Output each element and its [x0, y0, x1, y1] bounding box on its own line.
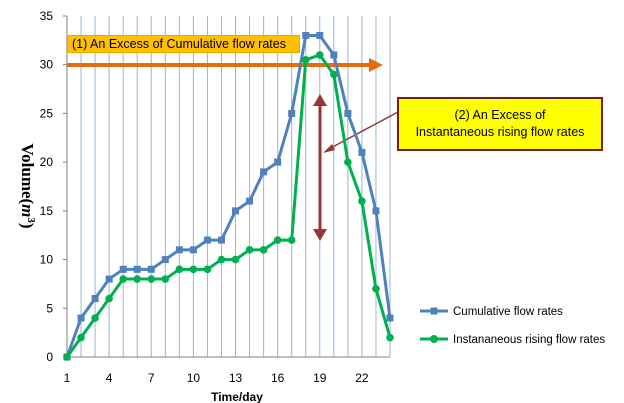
point-instantaneous-18: [301, 56, 310, 64]
vertical-gridlines: [80, 16, 391, 357]
point-instantaneous-14: [245, 246, 254, 254]
point-instantaneous-8: [161, 275, 170, 283]
point-instantaneous-11: [203, 265, 212, 274]
x-tick-label-1: 1: [64, 371, 71, 385]
callout-pointer-head: [323, 144, 335, 153]
point-instantaneous-23: [372, 285, 380, 293]
y-tick-label-20: 20: [40, 155, 54, 169]
point-cumulative-21: [344, 109, 352, 117]
x-tick-label-22: 22: [355, 371, 369, 385]
point-cumulative-24: [386, 314, 394, 322]
cumulative-excess-arrowhead: [369, 58, 383, 72]
point-cumulative-18: [302, 31, 310, 39]
point-instantaneous-6: [133, 275, 142, 283]
point-instantaneous-15: [259, 246, 268, 254]
point-instantaneous-12: [217, 255, 226, 264]
y-axis-title-unit: m: [18, 204, 37, 217]
point-instantaneous-22: [358, 197, 366, 205]
chart-axes: [63, 15, 390, 358]
double-arrow-bottom-head: [313, 229, 327, 241]
y-tick-label-15: 15: [40, 204, 54, 218]
point-cumulative-20: [330, 51, 338, 59]
point-cumulative-15: [260, 168, 268, 176]
callout-pointer-line: [326, 111, 399, 151]
y-tick-label-35: 35: [40, 9, 54, 23]
point-cumulative-17: [288, 109, 296, 117]
point-cumulative-6: [133, 265, 141, 273]
y-tick-label-25: 25: [40, 106, 54, 120]
cumulative-excess-label: (1) An Excess of Cumulative flow rates: [67, 35, 300, 53]
point-instantaneous-21: [344, 158, 352, 166]
y-axis-title-exponent: 3: [25, 217, 37, 223]
series-line-cumulative: [65, 33, 392, 358]
y-axis-title-close: ): [18, 223, 37, 229]
x-axis-title: Time/day: [211, 390, 263, 403]
x-tick-label-13: 13: [229, 371, 243, 385]
point-instantaneous-2: [77, 333, 85, 342]
legend: Cumulative flow rates Instananeous risin…: [420, 306, 605, 346]
x-tick-label-10: 10: [187, 371, 201, 385]
point-cumulative-16: [274, 158, 282, 166]
point-cumulative-12: [217, 236, 225, 244]
data-series: [63, 31, 394, 361]
point-instantaneous-13: [231, 255, 240, 264]
point-cumulative-5: [119, 265, 127, 273]
legend-label-instantaneous: Instananeous rising flow rates: [453, 334, 605, 346]
annotation-arrows: [67, 58, 399, 241]
point-cumulative-3: [91, 295, 99, 303]
point-cumulative-4: [105, 275, 113, 283]
point-instantaneous-10: [189, 265, 198, 274]
legend-label-cumulative: Cumulative flow rates: [453, 306, 563, 318]
point-cumulative-2: [77, 314, 85, 322]
point-cumulative-14: [246, 197, 254, 205]
legend-marker-instantaneous: [430, 335, 438, 343]
point-instantaneous-9: [175, 265, 184, 274]
point-instantaneous-5: [119, 275, 127, 283]
y-tick-label-5: 5: [46, 301, 53, 315]
point-instantaneous-19: [315, 51, 324, 59]
point-cumulative-8: [161, 256, 169, 264]
instantaneous-callout-line1: (2) An Excess of: [454, 108, 546, 122]
instantaneous-callout-line2: Instantaneous rising flow rates: [415, 125, 585, 139]
x-tick-label-7: 7: [148, 371, 155, 385]
x-tick-labels: 1 4 7 10 13 16 19 22: [64, 371, 369, 385]
point-instantaneous-4: [105, 294, 113, 303]
series-line-instantaneous: [65, 53, 392, 358]
point-cumulative-7: [147, 265, 155, 273]
y-axis-title-base: Volume(: [18, 143, 37, 204]
legend-marker-cumulative: [430, 307, 438, 315]
point-instantaneous-1: [63, 353, 71, 361]
point-instantaneous-16: [273, 236, 282, 244]
instantaneous-excess-callout: (2) An Excess of Instantaneous rising fl…: [397, 97, 603, 151]
y-tick-label-30: 30: [40, 58, 54, 72]
y-axis-title: Volume(m3): [18, 143, 37, 228]
x-tick-label-19: 19: [313, 371, 327, 385]
point-cumulative-13: [232, 207, 240, 215]
point-instantaneous-20: [330, 70, 338, 79]
point-cumulative-10: [189, 246, 197, 254]
y-tick-labels: 0 5 10 15 20 25 30 35: [40, 9, 54, 364]
double-arrow-top-head: [313, 94, 327, 106]
x-tick-label-16: 16: [271, 371, 285, 385]
point-instantaneous-7: [147, 275, 156, 283]
y-tick-label-0: 0: [46, 350, 53, 364]
point-instantaneous-24: [386, 333, 394, 342]
point-cumulative-11: [203, 236, 211, 244]
y-tick-label-10: 10: [40, 253, 54, 267]
point-instantaneous-3: [91, 314, 99, 322]
point-instantaneous-17: [287, 236, 296, 244]
point-cumulative-19: [316, 31, 324, 39]
point-cumulative-23: [372, 207, 380, 215]
point-cumulative-9: [175, 246, 183, 254]
x-tick-label-4: 4: [106, 371, 113, 385]
point-cumulative-22: [358, 148, 366, 156]
